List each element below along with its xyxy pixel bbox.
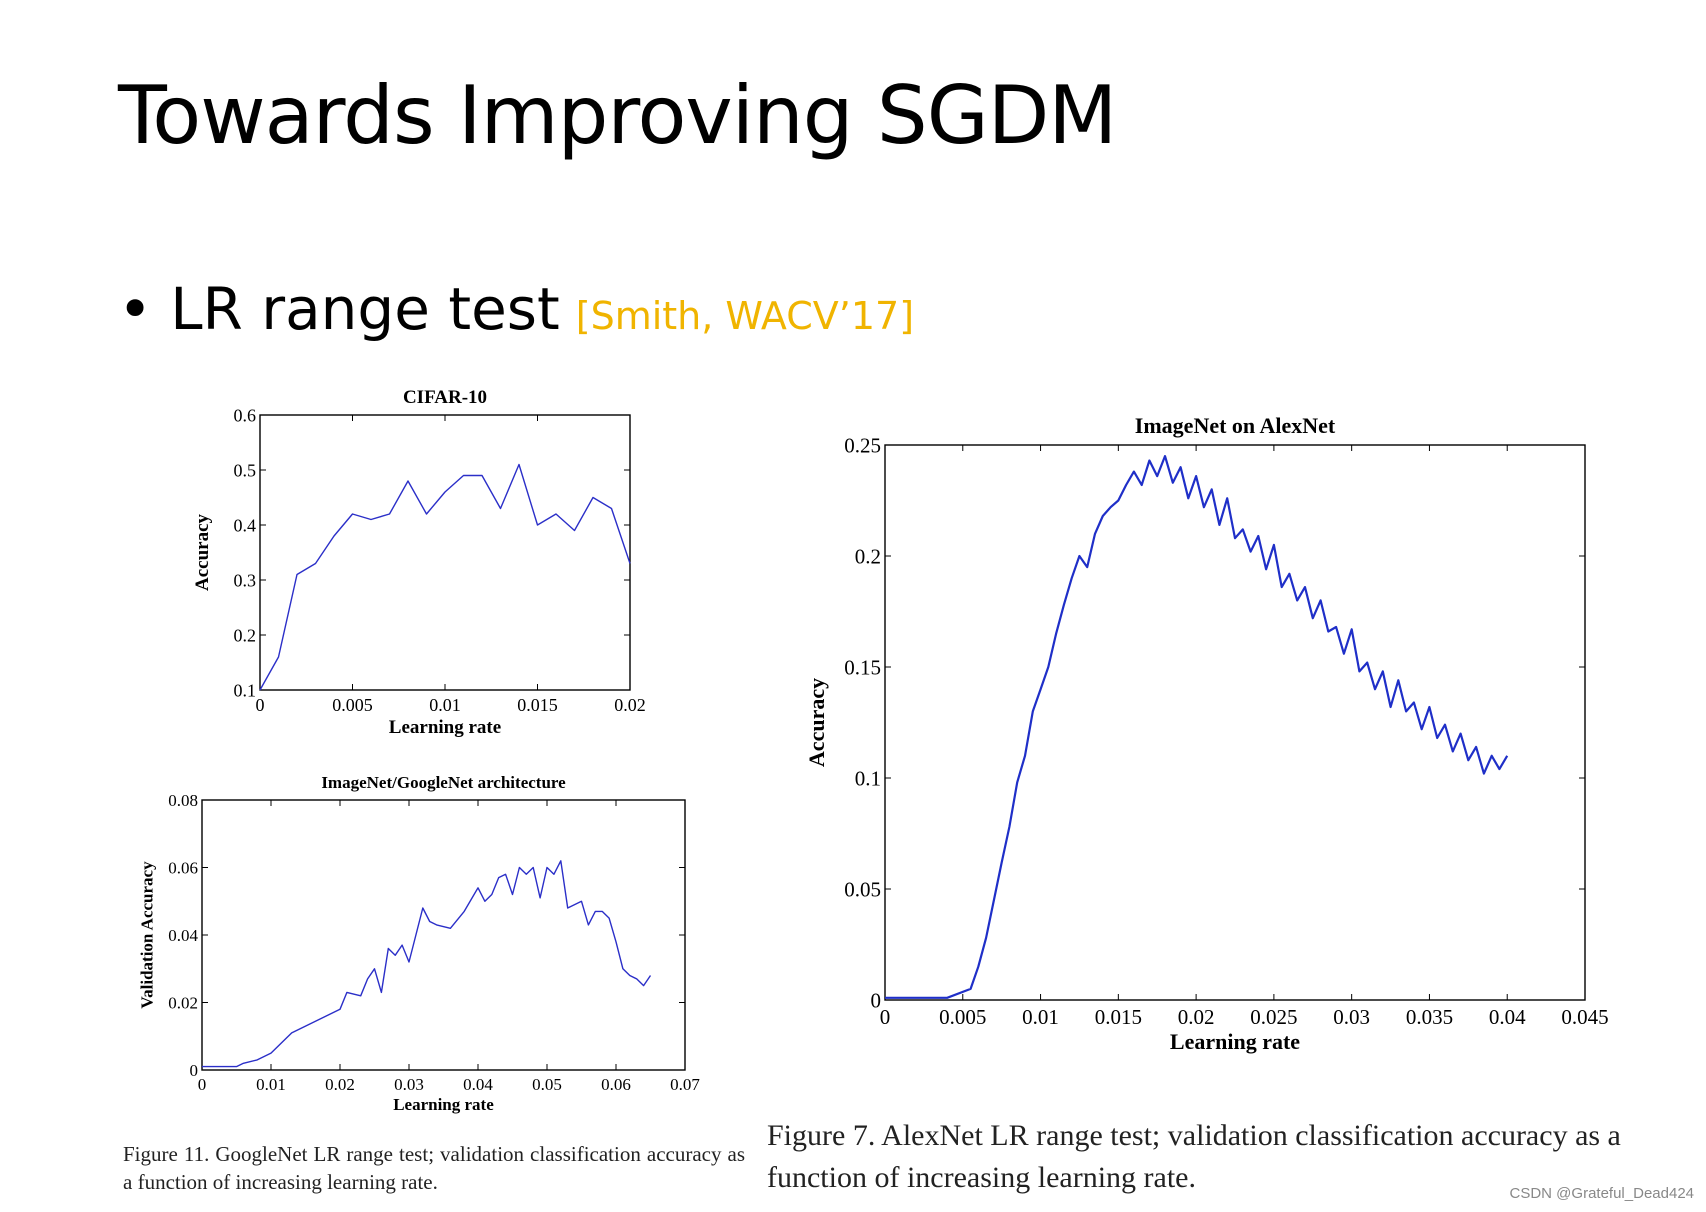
y-tick-label: 0.04 bbox=[168, 926, 198, 945]
x-tick-label: 0 bbox=[198, 1075, 207, 1094]
x-tick-label: 0.02 bbox=[614, 695, 646, 715]
chart-title: ImageNet/GoogleNet architecture bbox=[321, 773, 566, 792]
caption-alexnet: Figure 7. AlexNet LR range test; validat… bbox=[767, 1119, 1621, 1194]
y-tick-label: 0 bbox=[190, 1061, 199, 1080]
x-tick-label: 0.015 bbox=[517, 695, 558, 715]
x-tick-label: 0.01 bbox=[256, 1075, 286, 1094]
y-tick-label: 0.06 bbox=[168, 858, 198, 877]
slide-title: Towards Improving SGDM bbox=[118, 69, 1117, 162]
x-tick-label: 0 bbox=[880, 1005, 891, 1029]
y-tick-label: 0.25 bbox=[844, 433, 881, 457]
x-tick-label: 0.04 bbox=[1489, 1005, 1526, 1029]
y-tick-label: 0.4 bbox=[234, 515, 257, 535]
x-tick-label: 0.01 bbox=[1022, 1005, 1059, 1029]
chart-alexnet: ImageNet on AlexNet 0 0.005 0.01 0.015 0.02 0.… bbox=[804, 413, 1609, 1054]
y-axis-label: Accuracy bbox=[804, 678, 829, 767]
x-axis-label: Learning rate bbox=[1170, 1029, 1300, 1054]
y-tick-label: 0.08 bbox=[168, 791, 198, 810]
y-axis-label: Validation Accuracy bbox=[138, 861, 157, 1009]
y-tick-label: 0.15 bbox=[844, 655, 881, 679]
series-line bbox=[885, 454, 1509, 999]
y-tick-label: 0.02 bbox=[168, 993, 198, 1012]
x-tick-label: 0.06 bbox=[601, 1075, 631, 1094]
chart-title: CIFAR-10 bbox=[403, 387, 487, 408]
bullet-text: LR range test bbox=[170, 275, 560, 343]
chart-googlenet: ImageNet/GoogleNet architecture 0 0.01 0.02… bbox=[138, 773, 701, 1114]
x-tick-label: 0.045 bbox=[1561, 1005, 1608, 1029]
chart-cifar10: CIFAR-10 0 0.005 0.01 0.015 0.02 0.1 0.2 0.3 0.4 0… bbox=[192, 387, 646, 738]
y-tick-label: 0.6 bbox=[234, 405, 257, 425]
y-tick-label: 0.1 bbox=[234, 680, 257, 700]
series-line bbox=[202, 860, 652, 1068]
x-tick-label: 0.005 bbox=[939, 1005, 986, 1029]
x-tick-label: 0 bbox=[256, 695, 265, 715]
x-tick-label: 0.035 bbox=[1406, 1005, 1453, 1029]
caption-googlenet: Figure 11. GoogleNet LR range test; vali… bbox=[123, 1142, 745, 1194]
bullet-dot-icon: • bbox=[118, 275, 153, 343]
x-axis-label: Learning rate bbox=[389, 717, 501, 738]
watermark: CSDN @Grateful_Dead424 bbox=[1509, 1185, 1694, 1202]
x-tick-label: 0.03 bbox=[1333, 1005, 1370, 1029]
y-tick-label: 0 bbox=[871, 988, 882, 1012]
x-tick-label: 0.005 bbox=[332, 695, 373, 715]
y-axis-label: Accuracy bbox=[192, 513, 213, 591]
plot-frame bbox=[259, 414, 631, 691]
x-tick-label: 0.07 bbox=[670, 1075, 700, 1094]
x-tick-label: 0.015 bbox=[1095, 1005, 1142, 1029]
series-line bbox=[259, 463, 631, 691]
y-tick-label: 0.05 bbox=[844, 877, 881, 901]
citation: [Smith, WACV’17] bbox=[575, 294, 915, 338]
x-tick-label: 0.025 bbox=[1250, 1005, 1297, 1029]
plot-frame bbox=[201, 799, 686, 1071]
x-tick-label: 0.03 bbox=[394, 1075, 424, 1094]
x-tick-label: 0.05 bbox=[532, 1075, 562, 1094]
x-axis-label: Learning rate bbox=[393, 1095, 494, 1114]
x-tick-label: 0.01 bbox=[429, 695, 461, 715]
chart-title: ImageNet on AlexNet bbox=[1135, 413, 1336, 438]
y-tick-label: 0.2 bbox=[855, 544, 881, 568]
bullet-item: • LR range test [Smith, WACV’17] bbox=[118, 275, 914, 343]
y-tick-label: 0.2 bbox=[234, 625, 257, 645]
y-tick-label: 0.3 bbox=[234, 570, 257, 590]
y-tick-label: 0.1 bbox=[855, 766, 881, 790]
x-tick-label: 0.02 bbox=[1178, 1005, 1215, 1029]
y-tick-label: 0.5 bbox=[234, 460, 257, 480]
x-tick-label: 0.02 bbox=[325, 1075, 355, 1094]
x-tick-label: 0.04 bbox=[463, 1075, 493, 1094]
